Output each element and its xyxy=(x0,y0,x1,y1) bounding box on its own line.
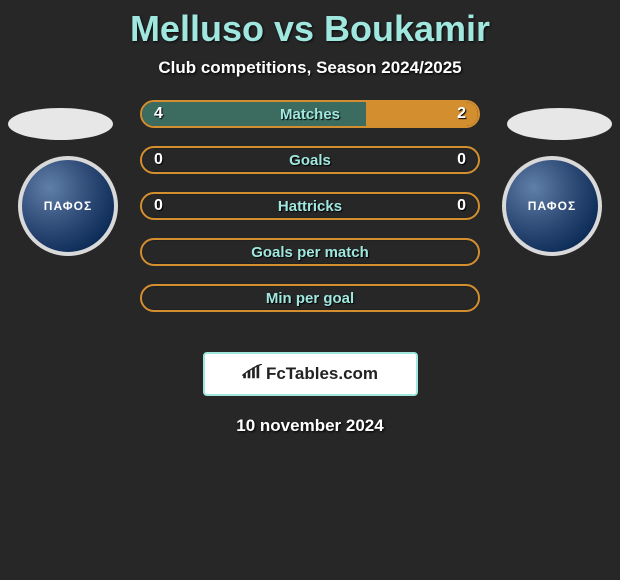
stat-value-right: 2 xyxy=(457,105,466,123)
brand-box: FcTables.com xyxy=(203,352,418,396)
stat-label: Goals per match xyxy=(142,244,478,261)
stat-label: Hattricks xyxy=(142,198,478,215)
stat-value-right: 0 xyxy=(457,197,466,215)
stat-bar: 0Goals0 xyxy=(140,146,480,174)
player-left-club-badge: ΠΑΦΟΣ xyxy=(18,156,118,256)
comparison-arena: ΠΑΦΟΣ ΠΑΦΟΣ 4Matches20Goals00Hattricks0G… xyxy=(0,100,620,340)
player-right-club-badge: ΠΑΦΟΣ xyxy=(502,156,602,256)
stat-bar: Min per goal xyxy=(140,284,480,312)
stat-bar: 4Matches2 xyxy=(140,100,480,128)
club-badge-text-left: ΠΑΦΟΣ xyxy=(44,199,92,213)
stat-label: Min per goal xyxy=(142,290,478,307)
stat-bar: 0Hattricks0 xyxy=(140,192,480,220)
player-left-avatar-placeholder xyxy=(8,108,113,140)
club-badge-text-right: ΠΑΦΟΣ xyxy=(528,199,576,213)
page-subtitle: Club competitions, Season 2024/2025 xyxy=(0,58,620,78)
brand-text: FcTables.com xyxy=(266,364,378,384)
stat-label: Matches xyxy=(142,106,478,123)
footer-date: 10 november 2024 xyxy=(0,416,620,436)
stat-bar: Goals per match xyxy=(140,238,480,266)
player-right-avatar-placeholder xyxy=(507,108,612,140)
stat-value-right: 0 xyxy=(457,151,466,169)
bar-chart-icon xyxy=(242,364,264,385)
page-title: Melluso vs Boukamir xyxy=(0,0,620,50)
stat-label: Goals xyxy=(142,152,478,169)
stat-bars-container: 4Matches20Goals00Hattricks0Goals per mat… xyxy=(140,100,480,330)
